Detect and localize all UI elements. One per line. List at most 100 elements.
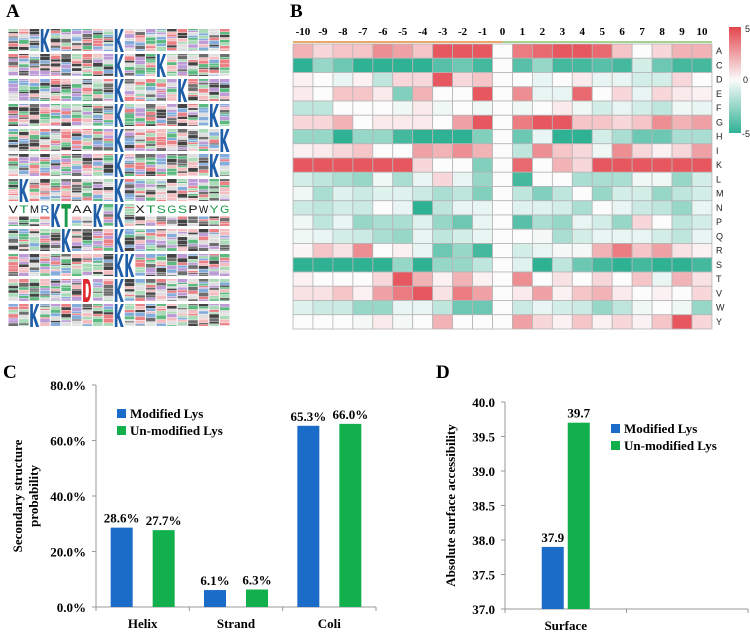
heatmap-cell [651, 257, 673, 273]
logo-residue-mark [19, 170, 29, 175]
logo-residue-mark [19, 72, 29, 74]
heatmap-cell [532, 314, 553, 330]
logo-residue-mark [124, 298, 135, 301]
heatmap-cell [472, 300, 493, 316]
logo-residue-mark [103, 43, 114, 47]
logo-residue-mark [29, 179, 40, 183]
heatmap-cell [691, 114, 713, 130]
logo-background-stack [198, 279, 209, 301]
logo-background-stack [8, 129, 19, 151]
logo-residue-mark [156, 179, 167, 181]
logo-residue-mark [40, 139, 50, 142]
logo-residue-mark [167, 120, 177, 125]
logo-residue-mark [198, 141, 209, 145]
heatmap-cell [651, 143, 673, 159]
logo-residue-mark [19, 163, 29, 166]
logo-residue-mark [8, 98, 19, 101]
logo-residue-mark [50, 42, 61, 46]
logo-residue-mark [219, 292, 230, 295]
logo-residue-mark [145, 141, 156, 144]
heatmap-cell [472, 171, 493, 187]
logo-residue-mark [71, 34, 82, 37]
logo-residue-mark [198, 33, 209, 36]
logo-residue-mark [135, 169, 145, 172]
logo-residue-mark [156, 191, 167, 195]
heatmap-cell [492, 72, 513, 88]
logo-residue-mark [188, 130, 198, 135]
heatmap-row-label: E [716, 89, 722, 99]
logo-residue-mark [93, 49, 103, 51]
logo-residue-mark [82, 267, 93, 272]
heatmap-cell [432, 257, 453, 273]
logo-residue-mark [167, 45, 177, 48]
heatmap-cell [392, 214, 414, 230]
logo-residue-mark [124, 130, 135, 133]
logo-residue-mark [156, 158, 167, 162]
logo-residue-mark [19, 131, 29, 136]
logo-background-stack [156, 254, 167, 276]
logo-residue-mark [177, 186, 188, 191]
logo-background-stack [71, 304, 82, 326]
logo-background-stack [135, 279, 145, 301]
logo-residue-mark [8, 219, 19, 222]
bar-value-label: 6.1% [200, 573, 229, 588]
logo-residue-mark [198, 84, 209, 89]
logo-residue-mark [40, 244, 50, 248]
logo-residue-mark [209, 181, 219, 186]
logo-residue-mark [40, 269, 50, 273]
heatmap-cell [452, 143, 473, 159]
logo-residue-mark [135, 304, 145, 306]
logo-residue-mark [209, 260, 219, 264]
heatmap-cell [492, 114, 513, 130]
logo-residue-mark [156, 309, 167, 311]
logo-background-stack [145, 216, 156, 226]
logo-residue-mark [82, 99, 93, 101]
logo-residue-mark [50, 125, 61, 126]
logo-residue-mark [93, 304, 103, 306]
heatmap-cell [671, 143, 693, 159]
logo-residue-mark [198, 179, 209, 183]
logo-residue-mark [219, 99, 230, 101]
logo-residue-mark [61, 162, 71, 164]
logo-residue-mark [103, 60, 114, 64]
logo-background-stack [219, 104, 230, 126]
heatmap-cell [332, 114, 354, 130]
heatmap-row-label: I [716, 146, 719, 156]
logo-residue-mark [156, 299, 167, 301]
logo-background-stack [61, 279, 71, 301]
heatmap-cell [352, 157, 374, 173]
logo-residue-mark [167, 88, 177, 92]
logo-residue-mark [167, 41, 177, 45]
heatmap-cell [492, 171, 513, 187]
logo-residue-mark [29, 282, 40, 287]
logo-residue-mark [219, 105, 230, 108]
logo-row [8, 154, 230, 177]
logo-residue-mark [167, 325, 177, 326]
logo-residue-mark [156, 248, 167, 251]
logo-residue-mark [19, 323, 29, 325]
logo-residue-mark [61, 29, 71, 33]
logo-letter-T [61, 204, 71, 227]
logo-residue-mark [124, 70, 135, 73]
logo-residue-mark [198, 191, 209, 195]
logo-residue-mark [82, 30, 93, 34]
heatmap-cell [512, 57, 533, 73]
logo-residue-mark [219, 104, 230, 106]
logo-residue-mark [188, 50, 198, 51]
heatmap-cell [352, 214, 374, 230]
logo-background-stack [61, 29, 71, 51]
logo-residue-mark [8, 216, 19, 220]
logo-residue-mark [219, 194, 230, 199]
logo-residue-mark [50, 175, 61, 176]
logo-residue-mark [93, 181, 103, 184]
logo-residue-mark [8, 71, 19, 76]
logo-residue-mark [188, 294, 198, 296]
heatmap-cell [312, 200, 334, 216]
logo-residue-mark [124, 216, 135, 220]
logo-residue-mark [177, 61, 188, 65]
logo-residue-mark [198, 100, 209, 101]
heatmap-cell [412, 57, 434, 73]
logo-residue-mark [93, 71, 103, 75]
logo-residue-mark [177, 173, 188, 176]
heatmap-cell [452, 43, 473, 59]
